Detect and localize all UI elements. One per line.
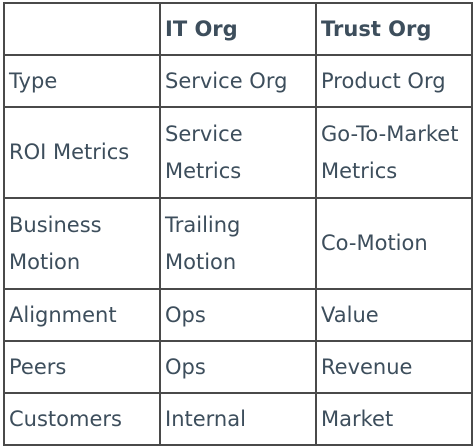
trust-org-value: Go-To-Market	[321, 121, 459, 146]
row-label: Alignment	[9, 302, 117, 327]
table-row: Business Motion Trailing Motion Co-Motio…	[3, 197, 473, 290]
trust-org-value: Market	[321, 406, 394, 431]
it-org-value: Ops	[165, 302, 206, 327]
trust-org-cell: Market	[315, 392, 473, 446]
row-label-cell: Customers	[3, 392, 161, 446]
row-label: Motion	[9, 249, 81, 274]
row-label-cell: Peers	[3, 340, 161, 394]
row-label: Business	[9, 212, 102, 237]
header-empty-cell	[3, 2, 161, 56]
it-org-value: Service Org	[165, 68, 288, 93]
table-row: Peers Ops Revenue	[3, 340, 473, 394]
it-org-cell: Service Metrics	[159, 106, 317, 199]
trust-org-cell: Value	[315, 288, 473, 342]
trust-org-cell: Revenue	[315, 340, 473, 394]
table-row: Alignment Ops Value	[3, 288, 473, 342]
trust-org-cell: Product Org	[315, 54, 473, 108]
comparison-table-container: IT Org Trust Org Type Service Org Produc…	[3, 2, 473, 446]
it-org-value: Internal	[165, 406, 246, 431]
it-org-cell: Internal	[159, 392, 317, 446]
it-org-value: Ops	[165, 354, 206, 379]
header-trust-org: Trust Org	[315, 2, 473, 56]
it-org-cell: Ops	[159, 340, 317, 394]
trust-org-value: Metrics	[321, 158, 398, 183]
trust-org-value: Value	[321, 302, 379, 327]
table-row: ROI Metrics Service Metrics Go-To-Market…	[3, 106, 473, 199]
it-org-cell: Trailing Motion	[159, 197, 317, 290]
trust-org-value: Co-Motion	[321, 231, 428, 255]
row-label-cell: ROI Metrics	[3, 106, 161, 199]
row-label-cell: Alignment	[3, 288, 161, 342]
it-org-value: Trailing	[165, 212, 241, 237]
table-row: Type Service Org Product Org	[3, 54, 473, 108]
trust-org-value: Product Org	[321, 68, 446, 93]
trust-org-cell: Co-Motion	[315, 197, 473, 290]
row-label: Customers	[9, 406, 122, 431]
it-org-value: Metrics	[165, 158, 242, 183]
header-row: IT Org Trust Org	[3, 2, 473, 56]
row-label-cell: Business Motion	[3, 197, 161, 290]
comparison-table: IT Org Trust Org Type Service Org Produc…	[3, 2, 473, 446]
trust-org-cell: Go-To-Market Metrics	[315, 106, 473, 199]
it-org-value: Service	[165, 121, 243, 146]
row-label: Type	[9, 68, 58, 93]
header-it-org: IT Org	[159, 2, 317, 56]
it-org-cell: Service Org	[159, 54, 317, 108]
row-label: ROI Metrics	[9, 140, 130, 164]
it-org-value: Motion	[165, 249, 237, 274]
row-label: Peers	[9, 354, 67, 379]
it-org-cell: Ops	[159, 288, 317, 342]
row-label-cell: Type	[3, 54, 161, 108]
table-row: Customers Internal Market	[3, 392, 473, 446]
trust-org-value: Revenue	[321, 354, 413, 379]
